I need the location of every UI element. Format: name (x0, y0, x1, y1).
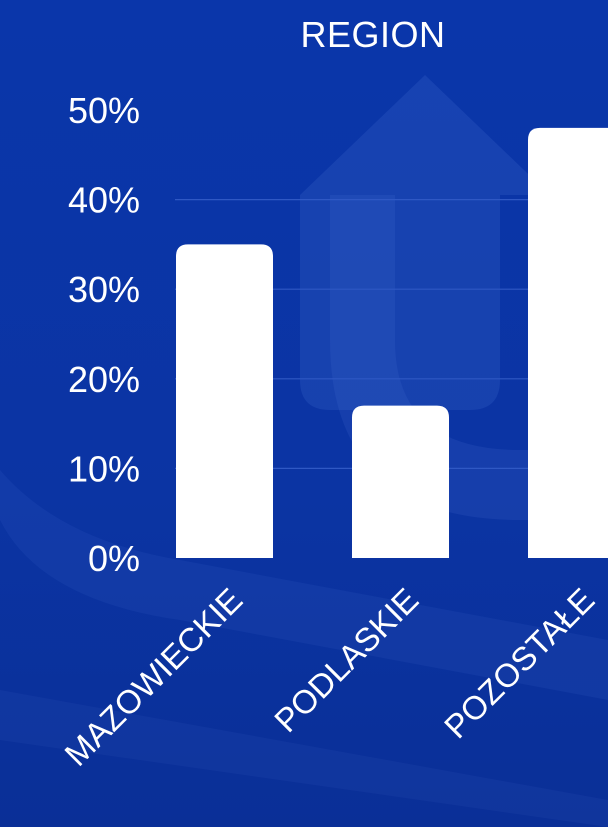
bar-mazowieckie (176, 244, 273, 558)
y-axis-ticks: 0% 10% 20% 30% 40% 50% (68, 90, 140, 579)
bar-podlaskie (352, 405, 449, 558)
y-tick-label: 0% (88, 538, 140, 579)
bar-pozostałe (528, 127, 608, 558)
chart-title: REGION (300, 14, 446, 55)
x-tick-label: MAZOWIECKIE (57, 581, 249, 773)
y-tick-label: 40% (68, 180, 140, 221)
y-tick-label: 10% (68, 448, 140, 489)
y-tick-label: 50% (68, 90, 140, 131)
bars (176, 127, 608, 558)
x-tick-label: PODLASKIE (267, 581, 425, 739)
y-tick-label: 20% (68, 359, 140, 400)
x-tick-label: POZOSTAŁE (437, 581, 601, 745)
y-tick-label: 30% (68, 269, 140, 310)
x-axis-labels: MAZOWIECKIE PODLASKIE POZOSTAŁE (57, 581, 601, 773)
